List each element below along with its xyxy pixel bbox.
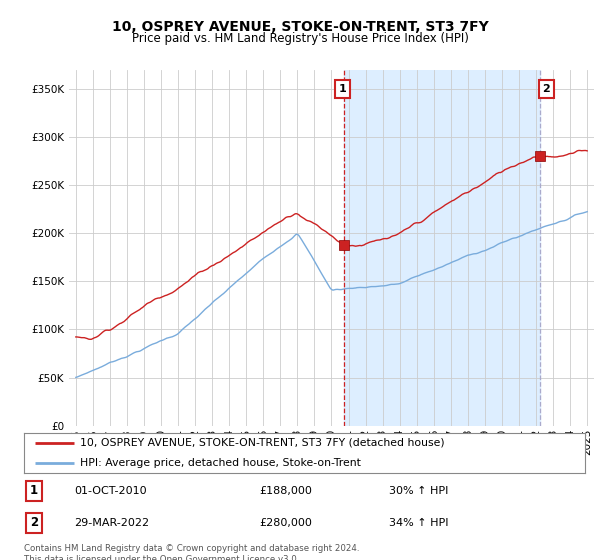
Text: 10, OSPREY AVENUE, STOKE-ON-TRENT, ST3 7FY (detached house): 10, OSPREY AVENUE, STOKE-ON-TRENT, ST3 7… [80, 438, 445, 448]
Text: 30% ↑ HPI: 30% ↑ HPI [389, 486, 448, 496]
Text: HPI: Average price, detached house, Stoke-on-Trent: HPI: Average price, detached house, Stok… [80, 458, 361, 468]
Text: 1: 1 [30, 484, 38, 497]
Text: 01-OCT-2010: 01-OCT-2010 [74, 486, 147, 496]
Text: £280,000: £280,000 [260, 518, 313, 528]
Text: 2: 2 [542, 84, 550, 94]
Bar [344, 70, 539, 426]
Text: 1: 1 [339, 84, 346, 94]
Text: £188,000: £188,000 [260, 486, 313, 496]
Text: 34% ↑ HPI: 34% ↑ HPI [389, 518, 448, 528]
Text: 2: 2 [30, 516, 38, 529]
Text: 10, OSPREY AVENUE, STOKE-ON-TRENT, ST3 7FY: 10, OSPREY AVENUE, STOKE-ON-TRENT, ST3 7… [112, 20, 488, 34]
Text: 29-MAR-2022: 29-MAR-2022 [74, 518, 149, 528]
Text: Contains HM Land Registry data © Crown copyright and database right 2024.
This d: Contains HM Land Registry data © Crown c… [24, 544, 359, 560]
Text: Price paid vs. HM Land Registry's House Price Index (HPI): Price paid vs. HM Land Registry's House … [131, 31, 469, 45]
